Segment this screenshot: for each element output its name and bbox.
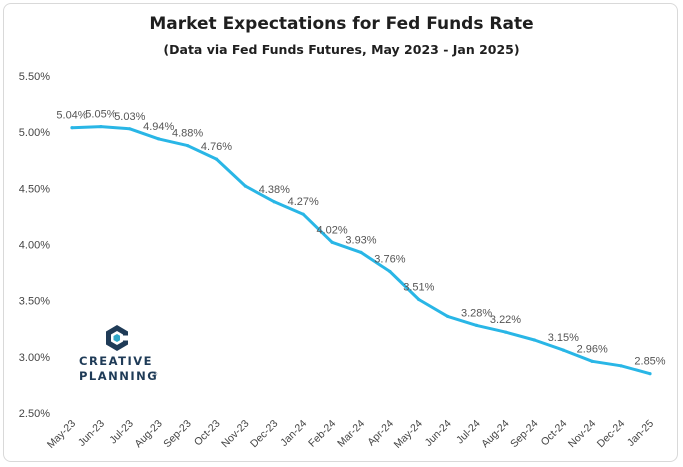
x-tick-label: Jun-23 — [76, 418, 107, 449]
data-label: 4.94% — [143, 121, 174, 133]
x-tick-label: Apr-24 — [365, 418, 396, 449]
data-label: 4.88% — [172, 128, 203, 140]
data-label: 2.96% — [577, 343, 608, 355]
data-label: 4.76% — [201, 141, 232, 153]
data-label: 3.15% — [548, 332, 579, 344]
x-tick-label: Oct-23 — [192, 418, 223, 449]
data-point — [157, 137, 161, 141]
y-tick-label: 3.50% — [19, 296, 50, 308]
data-point — [359, 250, 363, 254]
x-tick-label: Nov-24 — [566, 418, 599, 451]
y-tick-label: 4.00% — [19, 240, 50, 252]
data-labels: 5.04%5.05%5.03%4.94%4.88%4.76% 4.38%4.27%… — [56, 109, 665, 368]
data-point — [446, 314, 450, 318]
data-label: 3.22% — [490, 314, 521, 326]
creative-planning-logo: CREATIVE PLANNING ® — [79, 325, 158, 383]
data-label: 4.27% — [288, 196, 319, 208]
data-label: 5.03% — [114, 111, 145, 123]
x-tick-label: Jan-24 — [278, 418, 309, 449]
data-label: 2.85% — [634, 356, 665, 368]
data-point — [70, 126, 74, 130]
x-tick-label: May-24 — [392, 418, 425, 451]
x-tick-label: Sep-24 — [508, 418, 541, 451]
logo-line2: PLANNING — [79, 369, 158, 383]
chart-title: Market Expectations for Fed Funds Rate — [149, 14, 534, 34]
x-tick-label: Nov-23 — [219, 418, 252, 451]
data-point — [99, 124, 103, 129]
x-tick-label: Aug-23 — [132, 418, 165, 451]
data-point — [561, 348, 565, 352]
plot-area — [70, 124, 652, 376]
y-tick-label: 5.00% — [19, 127, 50, 139]
x-tick-label: Oct-24 — [539, 418, 570, 449]
x-tick-label: Mar-24 — [335, 418, 367, 450]
x-tick-label: Dec-23 — [248, 418, 281, 451]
data-label: 3.28% — [461, 307, 492, 319]
data-point — [330, 240, 334, 244]
data-label: 3.51% — [403, 282, 434, 294]
y-axis: 2.50% 3.00% 3.50% 4.00% 4.50% 5.00% 5.50% — [19, 71, 50, 420]
x-tick-label: May-23 — [45, 418, 78, 451]
data-label: 3.93% — [345, 234, 376, 246]
data-point — [475, 323, 479, 327]
chart-card — [3, 3, 678, 462]
data-point — [619, 364, 623, 368]
data-label: 4.02% — [316, 224, 347, 236]
y-tick-label: 3.00% — [19, 352, 50, 364]
chart-subtitle: (Data via Fed Funds Futures, May 2023 - … — [163, 42, 520, 57]
x-tick-label: Feb-24 — [306, 418, 338, 450]
y-tick-label: 2.50% — [19, 408, 50, 420]
data-point — [590, 359, 594, 363]
data-label: 5.04% — [56, 110, 87, 122]
data-point — [417, 297, 421, 302]
data-label: 4.38% — [259, 184, 290, 196]
data-point — [648, 372, 652, 376]
logo-mark-icon — [106, 325, 129, 351]
data-point — [388, 269, 392, 274]
x-tick-label: Aug-24 — [479, 418, 512, 451]
data-point — [503, 330, 508, 334]
y-tick-label: 5.50% — [19, 71, 50, 83]
x-tick-label: Jun-24 — [423, 418, 454, 449]
x-tick-label: Sep-23 — [161, 418, 194, 451]
data-point — [128, 127, 132, 131]
data-point — [301, 212, 305, 216]
data-label: 5.05% — [85, 109, 116, 121]
logo-line1: CREATIVE — [79, 354, 153, 368]
data-point — [186, 144, 190, 148]
x-tick-label: Dec-24 — [595, 418, 628, 451]
data-label: 3.76% — [374, 253, 405, 265]
y-tick-label: 4.50% — [19, 183, 50, 195]
data-point — [214, 157, 219, 161]
x-tick-label: Jan-25 — [625, 418, 656, 449]
data-point — [243, 184, 247, 188]
data-point — [532, 338, 537, 342]
data-point — [272, 200, 276, 204]
logo-registered-mark: ® — [152, 371, 158, 378]
